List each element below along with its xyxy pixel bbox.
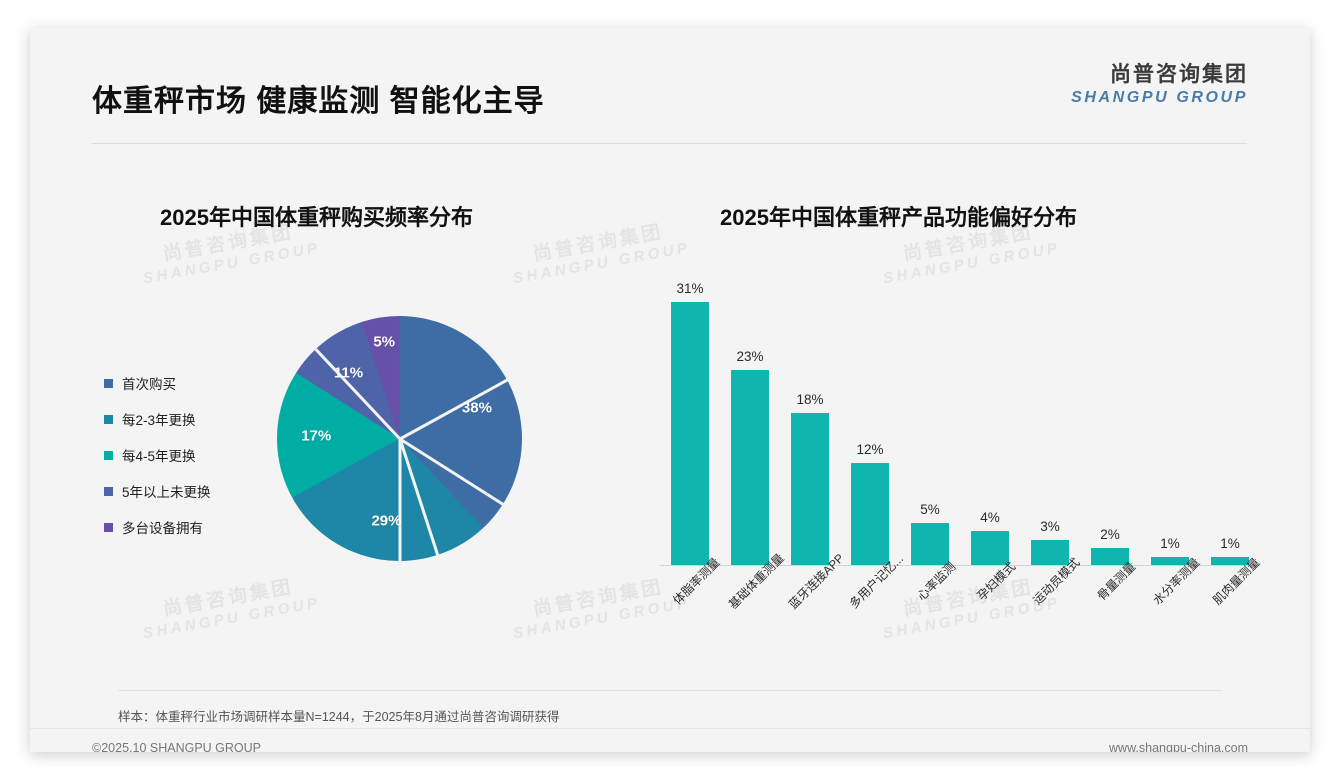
legend-item-label: 首次购买 <box>122 377 176 392</box>
bar-rect[interactable] <box>1031 539 1069 565</box>
pie-legend-item[interactable]: 多台设备拥有 <box>104 512 211 542</box>
logo-english-text: SHANGPU GROUP <box>1071 89 1248 106</box>
bar-value-label: 12% <box>856 442 884 458</box>
bar-value-label: 1% <box>1160 535 1180 551</box>
slide-header: 体重秤市场 健康监测 智能化主导 尚普咨询集团 SHANGPU GROUP <box>30 28 1310 118</box>
pie-slice-separator <box>398 438 401 562</box>
bar-x-axis <box>660 565 1260 566</box>
slide: 体重秤市场 健康监测 智能化主导 尚普咨询集团 SHANGPU GROUP 尚普… <box>30 28 1310 752</box>
bar-rect[interactable] <box>971 531 1009 565</box>
legend-item-label: 5年以上未更换 <box>122 485 211 500</box>
bar-category-wrap: 基础体重测量 <box>720 551 787 612</box>
pie-chart: 38% 29% 17% 11% 5% <box>277 316 522 562</box>
pie-legend-item[interactable]: 每2-3年更换 <box>104 404 211 434</box>
bar-column[interactable]: 31% 体脂率测量 <box>660 281 722 607</box>
footer-copyright: ©2025.10 SHANGPU GROUP <box>92 741 261 752</box>
bar-plot-area: 31% 体脂率测量 23% 基础体重测量 18% 蓝牙连接APP 12% 多用户记忆... 5%… <box>660 278 1263 612</box>
legend-item-label: 每2-3年更换 <box>122 413 196 428</box>
bar-rect[interactable] <box>1211 556 1249 565</box>
pie-slice-value: 29% <box>371 512 402 530</box>
header-divider <box>92 143 1247 144</box>
legend-swatch-icon <box>104 522 113 532</box>
bar-chart-title: 2025年中国体重秤产品功能偏好分布 <box>720 205 1077 230</box>
bar-column[interactable]: 23% 基础体重测量 <box>720 349 787 612</box>
legend-swatch-icon <box>104 414 113 424</box>
pie-legend-item[interactable]: 每4-5年更换 <box>104 440 211 470</box>
bar-column[interactable]: 1% 肌肉量测量 <box>1200 536 1262 608</box>
legend-swatch-icon <box>104 378 113 388</box>
bar-rect[interactable] <box>911 522 949 565</box>
bar-column[interactable]: 4% 孕妇模式 <box>960 510 1020 603</box>
bar-value-label: 31% <box>676 281 704 297</box>
pie-slice-value: 5% <box>373 333 395 351</box>
legend-swatch-icon <box>104 486 113 496</box>
bar-category-wrap: 肌肉量测量 <box>1200 555 1262 607</box>
bar-chart-panel: 2025年中国体重秤产品功能偏好分布 31% 体脂率测量 23% 基础体重测量 18% 蓝… <box>630 178 1270 678</box>
bar-category-wrap: 运动员模式 <box>1020 555 1082 607</box>
pie-legend-item[interactable]: 首次购买 <box>104 368 211 398</box>
pie-chart-panel: 2025年中国体重秤购买频率分布 首次购买每2-3年更换 每4-5年更换 5年以上未… <box>92 178 612 648</box>
legend-item-label: 每4-5年更换 <box>122 449 196 464</box>
bar-column[interactable]: 18% 蓝牙连接APP <box>780 392 847 612</box>
bar-rect[interactable] <box>851 463 889 565</box>
pie-chart-title: 2025年中国体重秤购买频率分布 <box>160 205 473 230</box>
bar-column[interactable]: 12% 多用户记忆... <box>840 442 906 611</box>
bar-category-wrap: 孕妇模式 <box>960 559 1020 603</box>
bar-value-label: 23% <box>736 349 764 365</box>
bar-rect[interactable] <box>671 302 709 565</box>
bar-column[interactable]: 2% 骨量测量 <box>1080 527 1140 603</box>
bar-category-wrap: 心率监测 <box>900 559 960 603</box>
bar-category-wrap: 多用户记忆... <box>840 552 906 611</box>
pie-slice-value: 38% <box>461 399 492 417</box>
brand-logo: 尚普咨询集团 SHANGPU GROUP <box>1071 64 1248 106</box>
bar-value-label: 18% <box>796 391 824 407</box>
bar-rect[interactable] <box>731 370 769 565</box>
bar-rect[interactable] <box>791 412 829 565</box>
bar-value-label: 3% <box>1040 518 1060 534</box>
bar-value-label: 4% <box>980 510 1000 526</box>
pie-slice-value: 17% <box>301 427 332 445</box>
legend-swatch-icon <box>104 450 113 460</box>
pie-slice-value: 11% <box>333 364 364 382</box>
footer-divider <box>30 728 1310 729</box>
page-title: 体重秤市场 健康监测 智能化主导 <box>92 85 545 118</box>
pie-legend-item[interactable]: 5年以上未更换 <box>104 476 211 506</box>
bar-rect[interactable] <box>1091 548 1129 565</box>
legend-item-label: 多台设备拥有 <box>122 521 203 536</box>
bar-category-wrap: 水分率测量 <box>1140 555 1202 607</box>
bar-category-wrap: 蓝牙连接APP <box>780 551 847 612</box>
bar-category-wrap: 骨量测量 <box>1080 559 1140 603</box>
footer-website: www.shangpu-china.com <box>1109 741 1248 752</box>
bar-category-wrap: 体脂率测量 <box>660 555 722 607</box>
bar-column[interactable]: 3% 运动员模式 <box>1020 519 1082 608</box>
bar-column[interactable]: 1% 水分率测量 <box>1140 536 1202 608</box>
bar-rect[interactable] <box>1151 556 1189 565</box>
bar-value-label: 5% <box>920 501 940 517</box>
bar-column[interactable]: 5% 心率监测 <box>900 502 960 603</box>
logo-chinese-text: 尚普咨询集团 <box>1110 63 1248 86</box>
bar-value-label: 1% <box>1220 535 1240 551</box>
sample-footnote: 样本：体重秤行业市场调研样本量N=1244，于2025年8月通过尚普咨询调研获得 <box>118 710 560 724</box>
bar-value-label: 2% <box>1100 527 1120 543</box>
pie-legend: 首次购买每2-3年更换 每4-5年更换 5年以上未更换 多台设备拥有 <box>104 368 211 548</box>
footnote-divider <box>118 690 1222 691</box>
